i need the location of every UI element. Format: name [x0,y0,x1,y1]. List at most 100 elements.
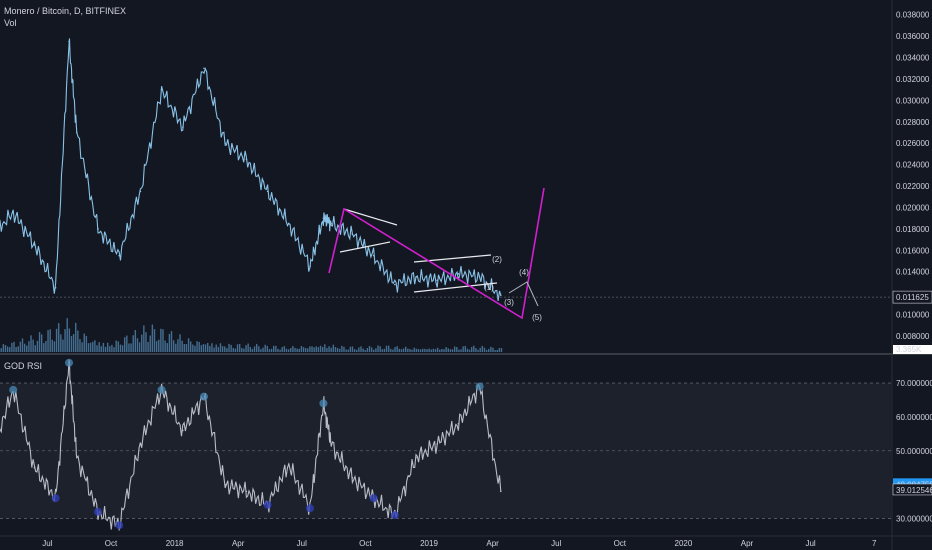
volume-bar [436,347,439,352]
volume-bar [394,347,396,352]
volume-bar [392,349,394,352]
time-tick-label: Apr [232,539,245,548]
volume-bar [277,348,279,352]
rsi-oversold-marker [390,511,399,520]
volume-bar [89,342,92,352]
flag-upper-line [343,208,398,226]
volume-bar [475,348,477,352]
price-point [182,126,184,128]
volume-bar [407,348,409,352]
volume-bar [202,344,205,352]
volume-bar [172,340,175,352]
volume-bar [66,318,68,352]
volume-bar [215,344,217,352]
volume-bar [375,348,377,352]
price-point [309,265,311,268]
volume-bar [307,348,309,352]
volume-bar [185,344,188,352]
volume-bar [57,323,60,352]
wave-projection-line [328,187,545,320]
volume-bar [432,348,435,352]
volume-bar [336,347,339,352]
price-point [139,190,142,193]
volume-bar [21,338,24,352]
volume-bar [366,348,369,352]
volume-bar [115,340,117,352]
volume-bar [415,348,418,352]
volume-bar [117,341,120,352]
volume-bar [141,334,143,352]
rsi-point [436,443,439,445]
volume-bar [17,346,19,352]
volume-bar [319,345,322,352]
volume-bar [396,346,398,352]
volume-bar [426,349,428,352]
volume-bar [28,341,30,352]
volume-bar [285,348,288,352]
volume-bar [166,343,168,352]
volume-bar [34,345,36,352]
time-tick-label: Apr [741,539,754,548]
volume-bar [439,349,441,352]
wave-label: (3) [504,298,514,307]
volume-bar [456,346,458,352]
volume-bar [245,345,247,352]
volume-bar [75,322,77,352]
price-tick-label: 0.020000 [896,203,930,212]
rsi-series-line [0,359,502,532]
price-point [457,273,460,275]
volume-bar [373,349,375,352]
price-point [394,283,396,286]
volume-bar [168,333,171,352]
volume-bar [328,346,330,352]
rsi-point [182,429,184,432]
volume-bar [462,346,464,352]
price-point [203,67,205,70]
volume-bar [362,348,364,352]
volume-bar [92,341,94,352]
volume-bar [145,332,147,352]
price-tick-label: 0.036000 [896,32,930,41]
volume-bar [447,348,449,352]
volume-bar [409,349,411,352]
volume-bar [230,344,232,352]
volume-bar [387,345,390,352]
volume-bar [126,335,128,352]
volume-bar [179,334,181,352]
volume-bar [313,347,315,352]
last-price-value: 0.011625 [896,293,929,302]
rsi-oversold-marker [263,500,272,509]
volume-value: 3.365K [896,345,922,354]
rsi-overbought-marker [475,382,484,391]
wave-label: (2) [492,255,502,264]
volume-bar [13,341,15,352]
volume-bar [85,336,88,352]
channel-lower-line [413,282,498,293]
volume-bar [453,346,456,352]
price-point [351,233,354,236]
price-tick-label: 0.008000 [896,332,930,341]
volume-bar [275,345,277,352]
rsi-point [351,477,354,479]
rsi-label: GOD RSI [4,361,43,371]
volume-bar [64,329,66,352]
last-price-tag [892,290,932,304]
volume-bar [109,346,111,352]
volume-bar [143,325,145,352]
channel-upper-line [413,254,492,263]
price-point [372,254,375,257]
volume-bar [6,346,9,352]
rsi-overbought-marker [157,385,166,394]
volume-bar [32,339,34,352]
rsi-point [288,463,290,466]
volume-bar [466,348,469,352]
volume-bar [87,343,90,352]
rsi-oversold-marker [51,494,60,503]
volume-bar [443,349,445,352]
volume-bar [175,343,177,352]
volume-bar [221,346,224,352]
price-point [266,190,269,193]
volume-bar [224,346,226,352]
rsi-oversold-marker [94,507,102,516]
